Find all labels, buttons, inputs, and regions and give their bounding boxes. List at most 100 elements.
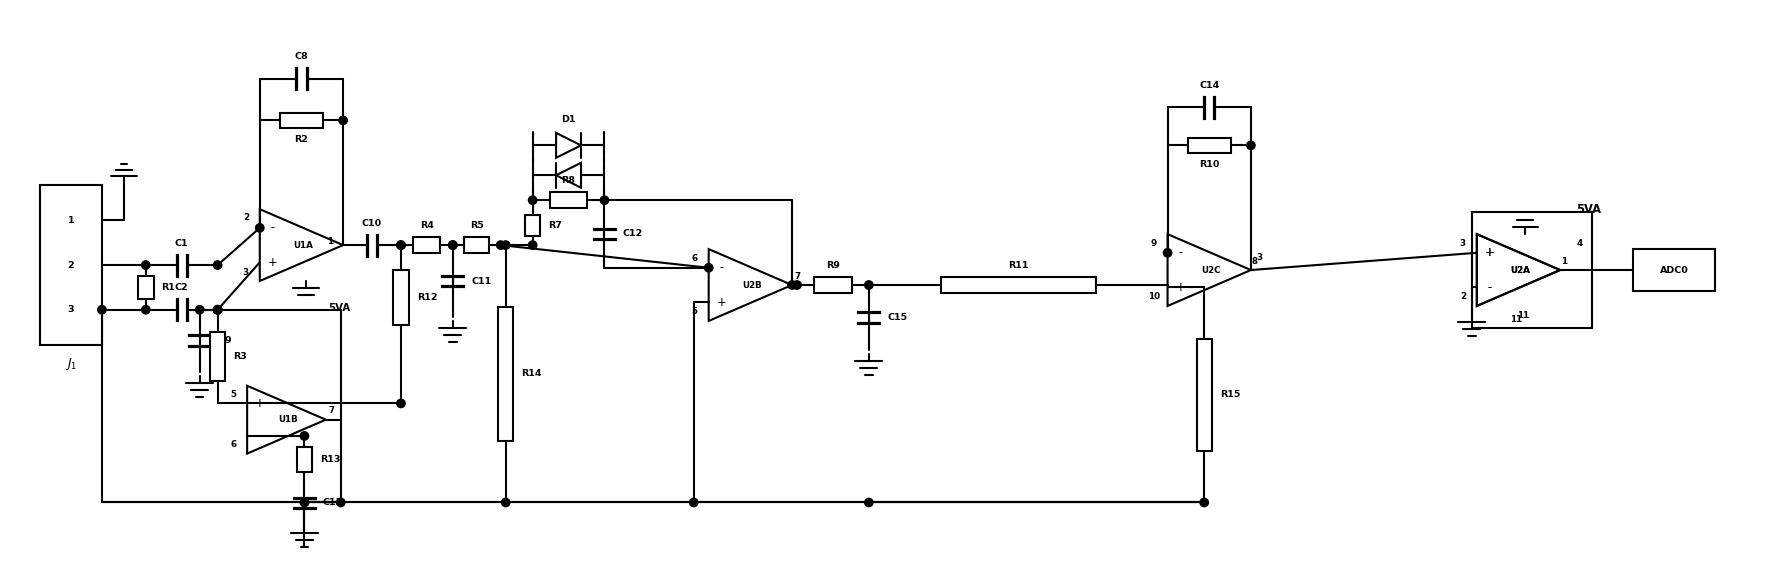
Text: R11: R11 [1008,261,1028,270]
Text: C11: C11 [471,277,491,286]
Bar [498,307,514,440]
Text: C9: C9 [219,336,231,345]
Bar [394,270,408,325]
Text: R2: R2 [294,135,308,144]
Text: 1: 1 [328,236,333,246]
Text: C14: C14 [1200,81,1220,90]
Circle shape [528,241,537,250]
Text: 3: 3 [1257,253,1263,262]
Circle shape [338,116,347,125]
Text: -: - [270,221,274,235]
Text: 10: 10 [1148,292,1161,301]
Text: -: - [258,430,261,442]
Text: 11: 11 [1517,310,1530,320]
Text: R3: R3 [233,352,247,361]
Circle shape [301,432,308,440]
Circle shape [398,241,405,250]
Text: 2: 2 [244,213,249,223]
Bar [297,447,312,472]
Circle shape [213,261,222,269]
Text: 2: 2 [68,260,73,270]
Circle shape [1247,141,1255,150]
Circle shape [793,281,801,289]
Circle shape [398,399,405,408]
Bar [815,277,851,293]
Text: 6: 6 [691,254,698,263]
Text: +: + [1175,281,1186,294]
Circle shape [704,263,713,272]
Text: 1: 1 [1562,256,1567,266]
Bar [1633,249,1716,291]
Bar [210,332,226,381]
Circle shape [788,281,797,289]
Text: 3: 3 [244,268,249,277]
Text: C12: C12 [623,229,643,239]
Text: 9: 9 [1150,239,1157,248]
Circle shape [141,305,150,314]
Circle shape [99,305,106,314]
Bar [39,185,102,345]
Bar [138,276,154,299]
Text: R14: R14 [521,369,543,378]
Text: 6: 6 [229,440,236,450]
Text: C13: C13 [322,499,344,507]
Text: 11: 11 [1510,315,1522,324]
Text: C2: C2 [176,283,188,292]
Text: 7: 7 [330,406,335,415]
Text: C15: C15 [887,313,908,322]
Text: +: + [256,397,265,410]
Text: R7: R7 [548,221,562,229]
Text: U2A: U2A [1510,266,1531,274]
Text: 3: 3 [68,305,73,315]
Text: 2: 2 [1460,292,1465,301]
Circle shape [865,499,872,507]
Circle shape [600,196,609,204]
Text: +: + [1485,246,1495,259]
Bar [940,277,1096,293]
Circle shape [195,305,204,314]
Text: 4: 4 [1578,239,1583,248]
Text: 1: 1 [68,216,73,225]
Text: R9: R9 [826,261,840,270]
Text: U2C: U2C [1202,266,1221,274]
Bar [1187,137,1230,153]
Text: R15: R15 [1220,390,1241,400]
Circle shape [213,305,222,314]
Text: C10: C10 [362,218,381,228]
Text: 5VA: 5VA [328,303,351,313]
Circle shape [1164,248,1171,257]
Bar [1472,212,1592,328]
Text: R13: R13 [321,455,340,465]
Text: +: + [716,296,727,309]
Circle shape [337,499,346,507]
Circle shape [690,499,698,507]
Text: R8: R8 [562,177,575,186]
Text: 5: 5 [691,306,698,316]
Circle shape [496,241,505,250]
Text: 5: 5 [231,390,236,399]
Bar [525,215,541,236]
Circle shape [448,241,457,250]
Text: C8: C8 [294,52,308,61]
Circle shape [501,241,510,250]
Bar [550,193,587,208]
Text: -: - [1488,281,1492,294]
Text: R5: R5 [469,221,484,231]
Text: -: - [720,261,724,274]
Bar [464,237,489,253]
Text: U2B: U2B [743,281,763,289]
Text: U1A: U1A [294,240,313,250]
Circle shape [301,499,308,507]
Text: 3: 3 [1460,239,1465,248]
Circle shape [1200,499,1209,507]
Circle shape [501,499,510,507]
Circle shape [213,305,222,314]
Bar [279,113,322,128]
Text: U1B: U1B [279,415,299,424]
Text: R4: R4 [419,221,433,231]
Circle shape [448,241,457,250]
Text: R1: R1 [161,283,176,292]
Circle shape [213,305,222,314]
Text: C1: C1 [176,239,188,248]
Text: $J_1$: $J_1$ [64,356,77,372]
